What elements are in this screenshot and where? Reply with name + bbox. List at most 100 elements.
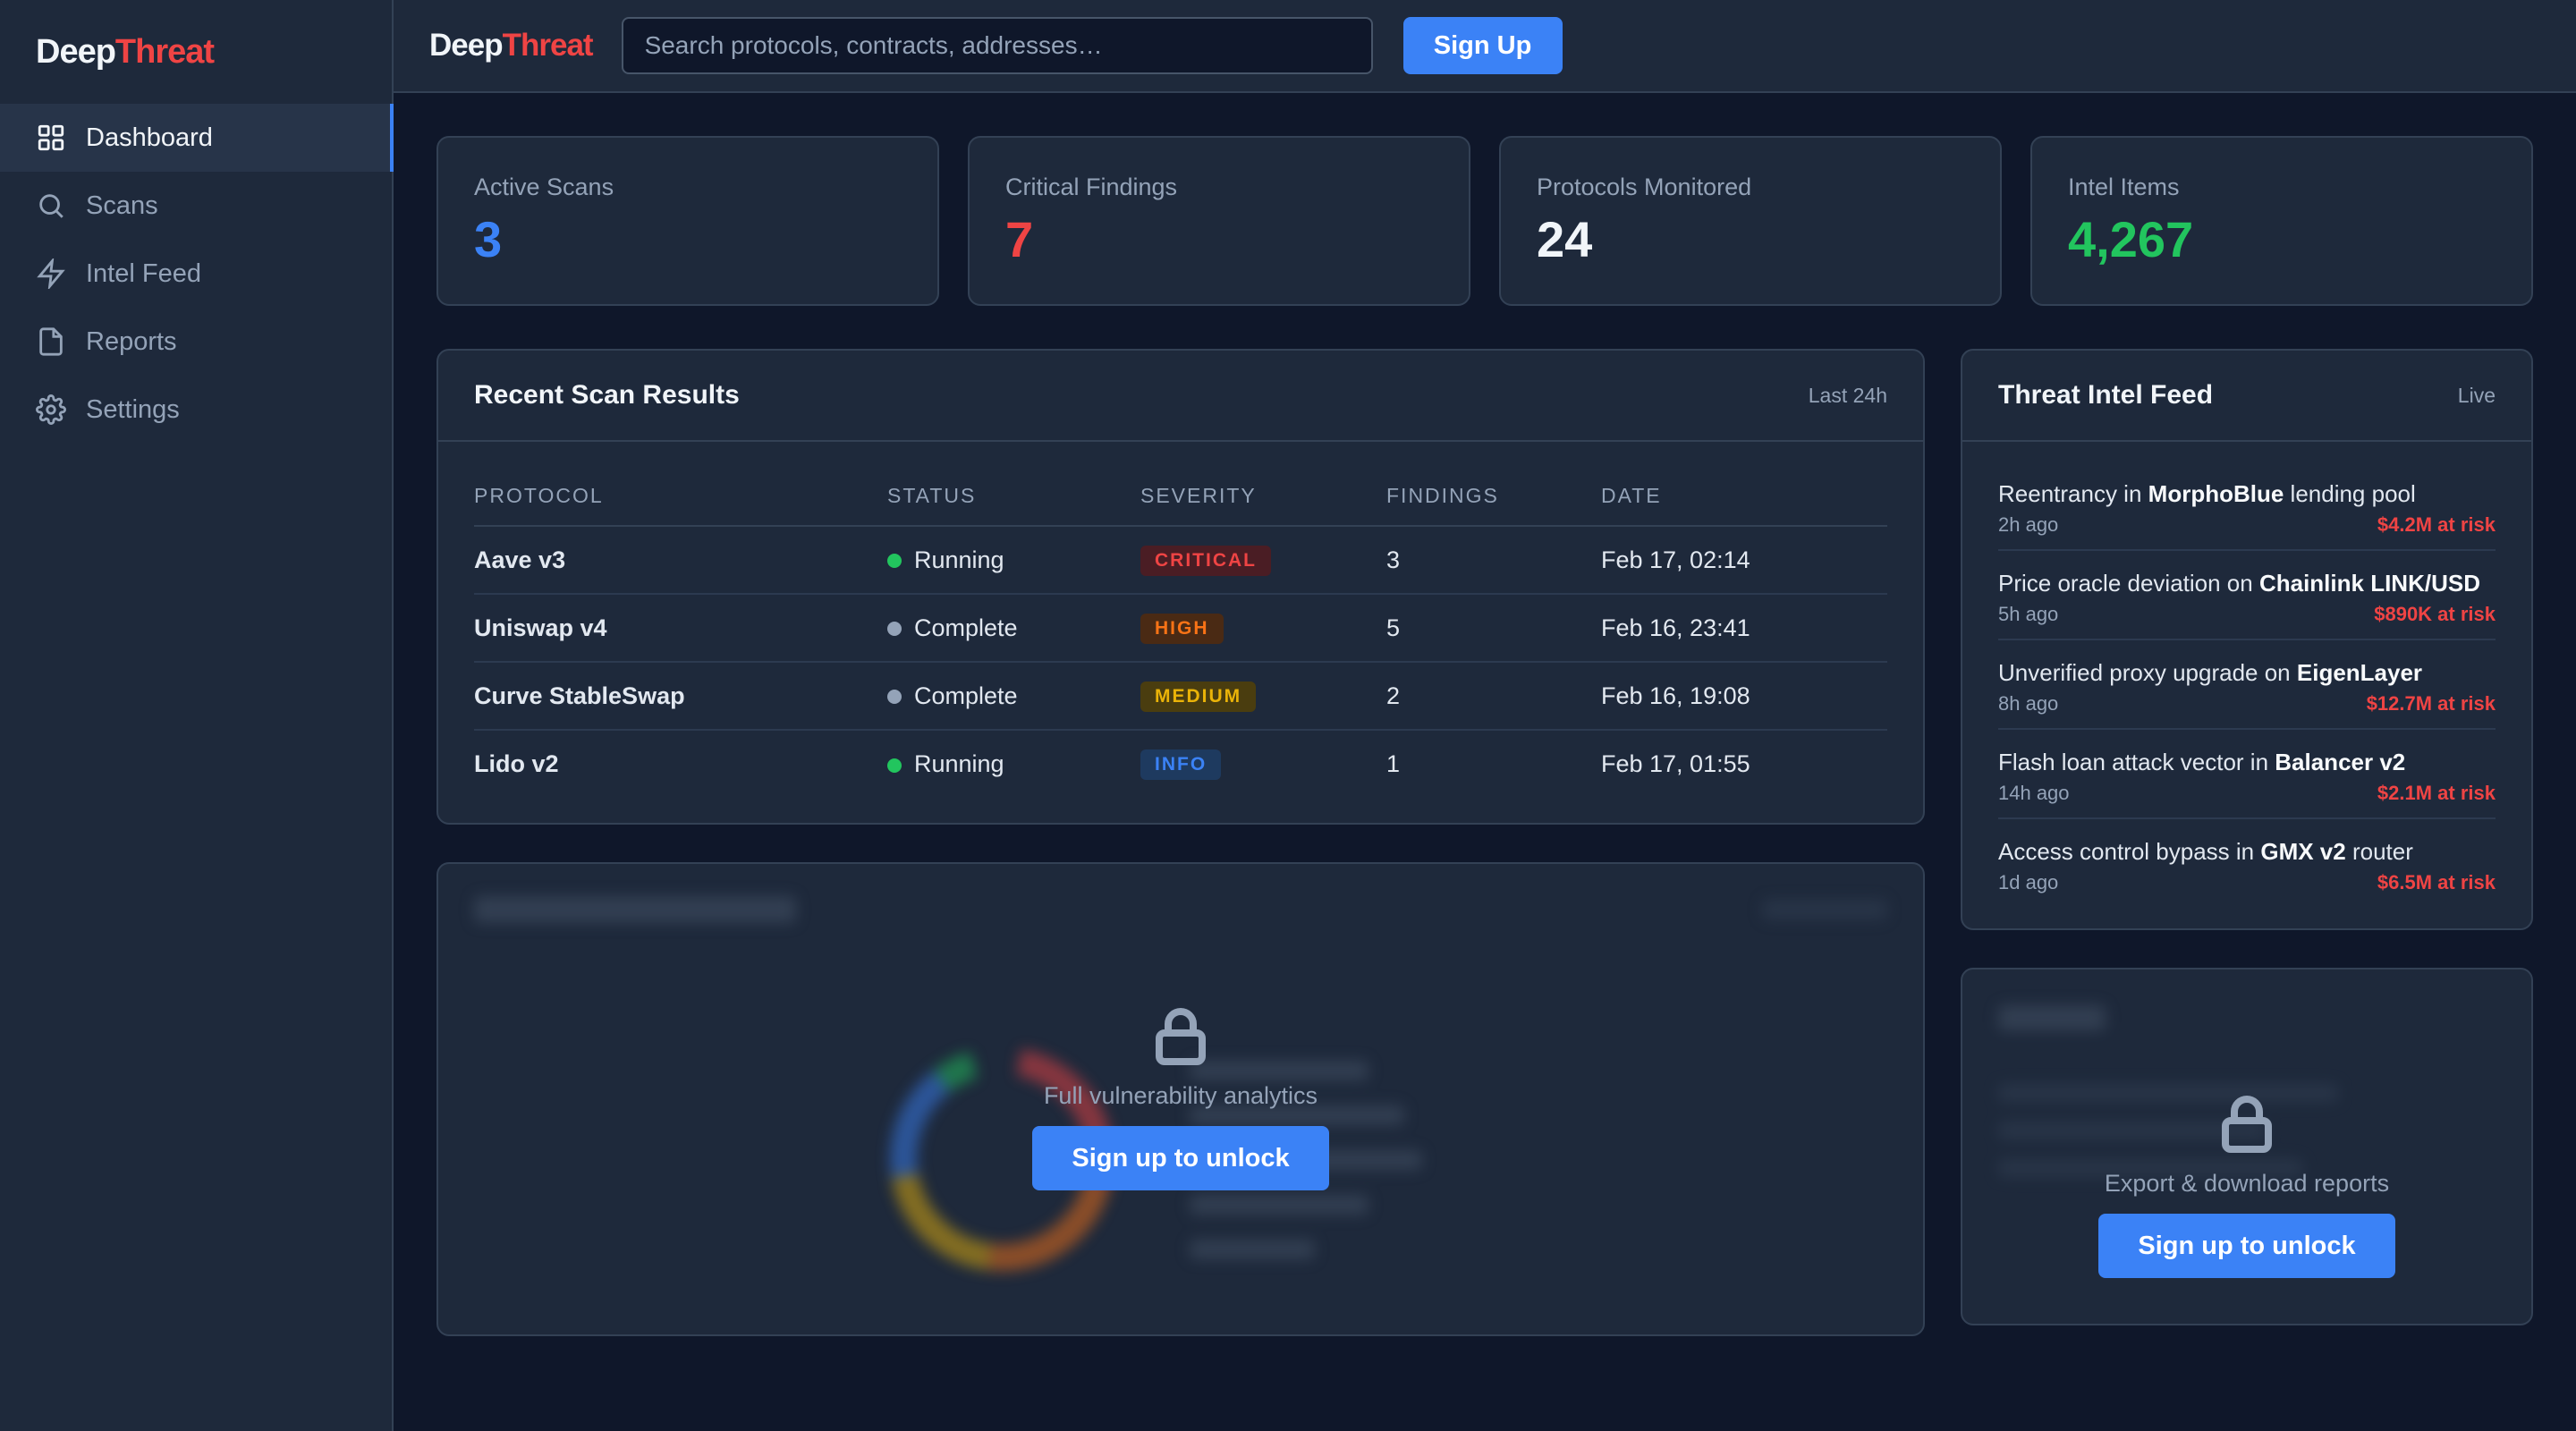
app-logo[interactable]: Deep Threat: [0, 0, 392, 104]
feed-item-title: Reentrancy in MorphoBlue lending pool: [1998, 478, 2496, 510]
feed-time: 2h ago: [1998, 513, 2059, 536]
status-cell: Running: [887, 526, 1140, 595]
table-row[interactable]: Lido v2 Running INFO 1 Feb 17, 01:55: [474, 730, 1887, 798]
sidebar-item-label: Intel Feed: [86, 258, 201, 288]
sidebar-item-settings[interactable]: Settings: [0, 376, 392, 444]
status-dot: [887, 554, 902, 569]
feed-title-suffix: router: [2345, 838, 2413, 865]
lock-overlay: Full vulnerability analytics Sign up to …: [438, 864, 1923, 1334]
feed-item-meta: 5h ago $890K at risk: [1998, 603, 2496, 626]
lock-overlay: Export & download reports Sign up to unl…: [1962, 970, 2531, 1324]
topbar: DeepThreat Sign Up: [394, 0, 2576, 93]
search-input[interactable]: [621, 17, 1373, 74]
table-row[interactable]: Uniswap v4 Complete HIGH 5 Feb 16, 23:41: [474, 594, 1887, 663]
right-column: Threat Intel Feed Live Reentrancy in Mor…: [1961, 349, 2533, 1336]
status-text: Complete: [914, 682, 1018, 709]
feed-time: 5h ago: [1998, 603, 2059, 625]
column-header-findings[interactable]: Findings: [1386, 467, 1601, 527]
lock-icon: [1154, 1008, 1208, 1070]
feed-item-title: Price oracle deviation on Chainlink LINK…: [1998, 567, 2496, 599]
table-row[interactable]: Curve StableSwap Complete MEDIUM 2 Feb 16, 1…: [474, 662, 1887, 731]
column-header-date[interactable]: Date: [1601, 467, 1887, 527]
feed-item-title: Flash loan attack vector in Balancer v2: [1998, 746, 2496, 778]
feed-title-prefix: Unverified proxy upgrade on: [1998, 659, 2297, 686]
sidebar-item-intel-feed[interactable]: Intel Feed: [0, 240, 392, 308]
feed-item[interactable]: Reentrancy in MorphoBlue lending pool 2h …: [1998, 461, 2496, 551]
feed-risk: $890K at risk: [2374, 603, 2496, 625]
date-cell: Feb 17, 02:14: [1601, 526, 1887, 595]
feed-item-meta: 1d ago $6.5M at risk: [1998, 871, 2496, 894]
sidebar-item-dashboard[interactable]: Dashboard: [0, 104, 394, 172]
severity-cell: CRITICAL: [1140, 526, 1386, 595]
threat-intel-feed-panel: Threat Intel Feed Live Reentrancy in Mor…: [1961, 349, 2533, 930]
status-cell: Complete: [887, 662, 1140, 731]
live-indicator: Live: [2457, 383, 2496, 407]
protocol-cell[interactable]: Aave v3: [474, 526, 887, 595]
signup-button[interactable]: Sign Up: [1402, 17, 1563, 74]
topbar-logo[interactable]: DeepThreat: [429, 28, 594, 64]
blurred-line-placeholder: [1998, 1159, 2302, 1177]
blurred-title-placeholder: [474, 896, 796, 923]
stats-row: Active Scans 3 Critical Findings 7 Proto…: [436, 136, 2533, 306]
sidebar-item-reports[interactable]: Reports: [0, 308, 392, 376]
feed-item-meta: 14h ago $2.1M at risk: [1998, 782, 2496, 805]
sidebar-item-label: Reports: [86, 326, 177, 356]
feed-protocol-name: Chainlink LINK/USD: [2258, 570, 2480, 597]
donut-segment-info: [890, 1047, 1114, 1271]
feed-item[interactable]: Flash loan attack vector in Balancer v2 1…: [1998, 730, 2496, 819]
logo-threat-text: Threat: [502, 28, 594, 63]
feed-list: Reentrancy in MorphoBlue lending pool 2h …: [1962, 442, 2531, 928]
feed-item[interactable]: Price oracle deviation on Chainlink LINK…: [1998, 551, 2496, 640]
unlock-analytics-button[interactable]: Sign up to unlock: [1032, 1126, 1329, 1190]
sidebar-item-label: Settings: [86, 394, 180, 424]
severity-cell: MEDIUM: [1140, 662, 1386, 731]
sidebar-nav: Dashboard Scans Intel Feed Reports: [0, 104, 394, 444]
stat-card-active-scans: Active Scans 3: [436, 136, 939, 306]
blurred-meta-placeholder: [1762, 900, 1887, 919]
feed-time: 8h ago: [1998, 692, 2059, 715]
feed-item[interactable]: Access control bypass in GMX v2 router 1d…: [1998, 819, 2496, 907]
unlock-reports-button[interactable]: Sign up to unlock: [2098, 1214, 2395, 1278]
table-row[interactable]: Aave v3 Running CRITICAL 3 Feb 17, 02:14: [474, 526, 1887, 595]
feed-item-title: Unverified proxy upgrade on EigenLayer: [1998, 656, 2496, 689]
stat-card-protocols-monitored: Protocols Monitored 24: [1499, 136, 2002, 306]
left-column: Recent Scan Results Last 24h Protocol St…: [436, 349, 1925, 1336]
feed-item[interactable]: Unverified proxy upgrade on EigenLayer 8h…: [1998, 640, 2496, 730]
findings-cell: 3: [1386, 526, 1601, 595]
logo-threat-text: Threat: [114, 32, 215, 71]
table-wrapper: Protocol Status Severity Findings Date A…: [438, 442, 1923, 823]
sidebar-item-scans[interactable]: Scans: [0, 172, 392, 240]
date-cell: Feb 16, 19:08: [1601, 662, 1887, 731]
severity-cell: HIGH: [1140, 594, 1386, 663]
feed-risk: $6.5M at risk: [2377, 871, 2496, 893]
severity-badge: MEDIUM: [1140, 681, 1257, 712]
status-text: Running: [914, 546, 1004, 573]
table-header-row: Protocol Status Severity Findings Date: [474, 467, 1887, 527]
feed-protocol-name: EigenLayer: [2296, 659, 2423, 686]
protocol-cell[interactable]: Lido v2: [474, 750, 559, 777]
sidebar-item-label: Scans: [86, 191, 158, 220]
feed-time: 14h ago: [1998, 782, 2070, 804]
protocol-cell[interactable]: Curve StableSwap: [474, 662, 887, 731]
column-header-status[interactable]: Status: [887, 467, 1140, 527]
status-text: Complete: [914, 614, 1018, 641]
stat-card-critical-findings: Critical Findings 7: [968, 136, 1470, 306]
logo-deep-text: Deep: [36, 32, 116, 71]
protocol-cell[interactable]: Uniswap v4: [474, 594, 887, 663]
status-dot: [887, 622, 902, 637]
grid-icon: [36, 123, 66, 153]
column-header-protocol[interactable]: Protocol: [474, 467, 887, 527]
feed-item-meta: 2h ago $4.2M at risk: [1998, 513, 2496, 537]
main-area: DeepThreat Sign Up Active Scans 3 Critic…: [394, 0, 2576, 1431]
feed-time: 1d ago: [1998, 871, 2059, 893]
stat-value: 3: [474, 211, 503, 267]
date-cell: Feb 17, 01:55: [1601, 750, 1750, 777]
feed-protocol-name: GMX v2: [2260, 838, 2346, 865]
severity-badge: CRITICAL: [1140, 545, 1271, 576]
scan-table: Protocol Status Severity Findings Date A…: [474, 467, 1887, 798]
panel-header: Recent Scan Results Last 24h: [438, 351, 1923, 442]
severity-badge: INFO: [1140, 749, 1222, 780]
column-header-severity[interactable]: Severity: [1140, 467, 1386, 527]
legend-placeholder: [1190, 1240, 1315, 1259]
blurred-title-placeholder: [1998, 1005, 2106, 1030]
